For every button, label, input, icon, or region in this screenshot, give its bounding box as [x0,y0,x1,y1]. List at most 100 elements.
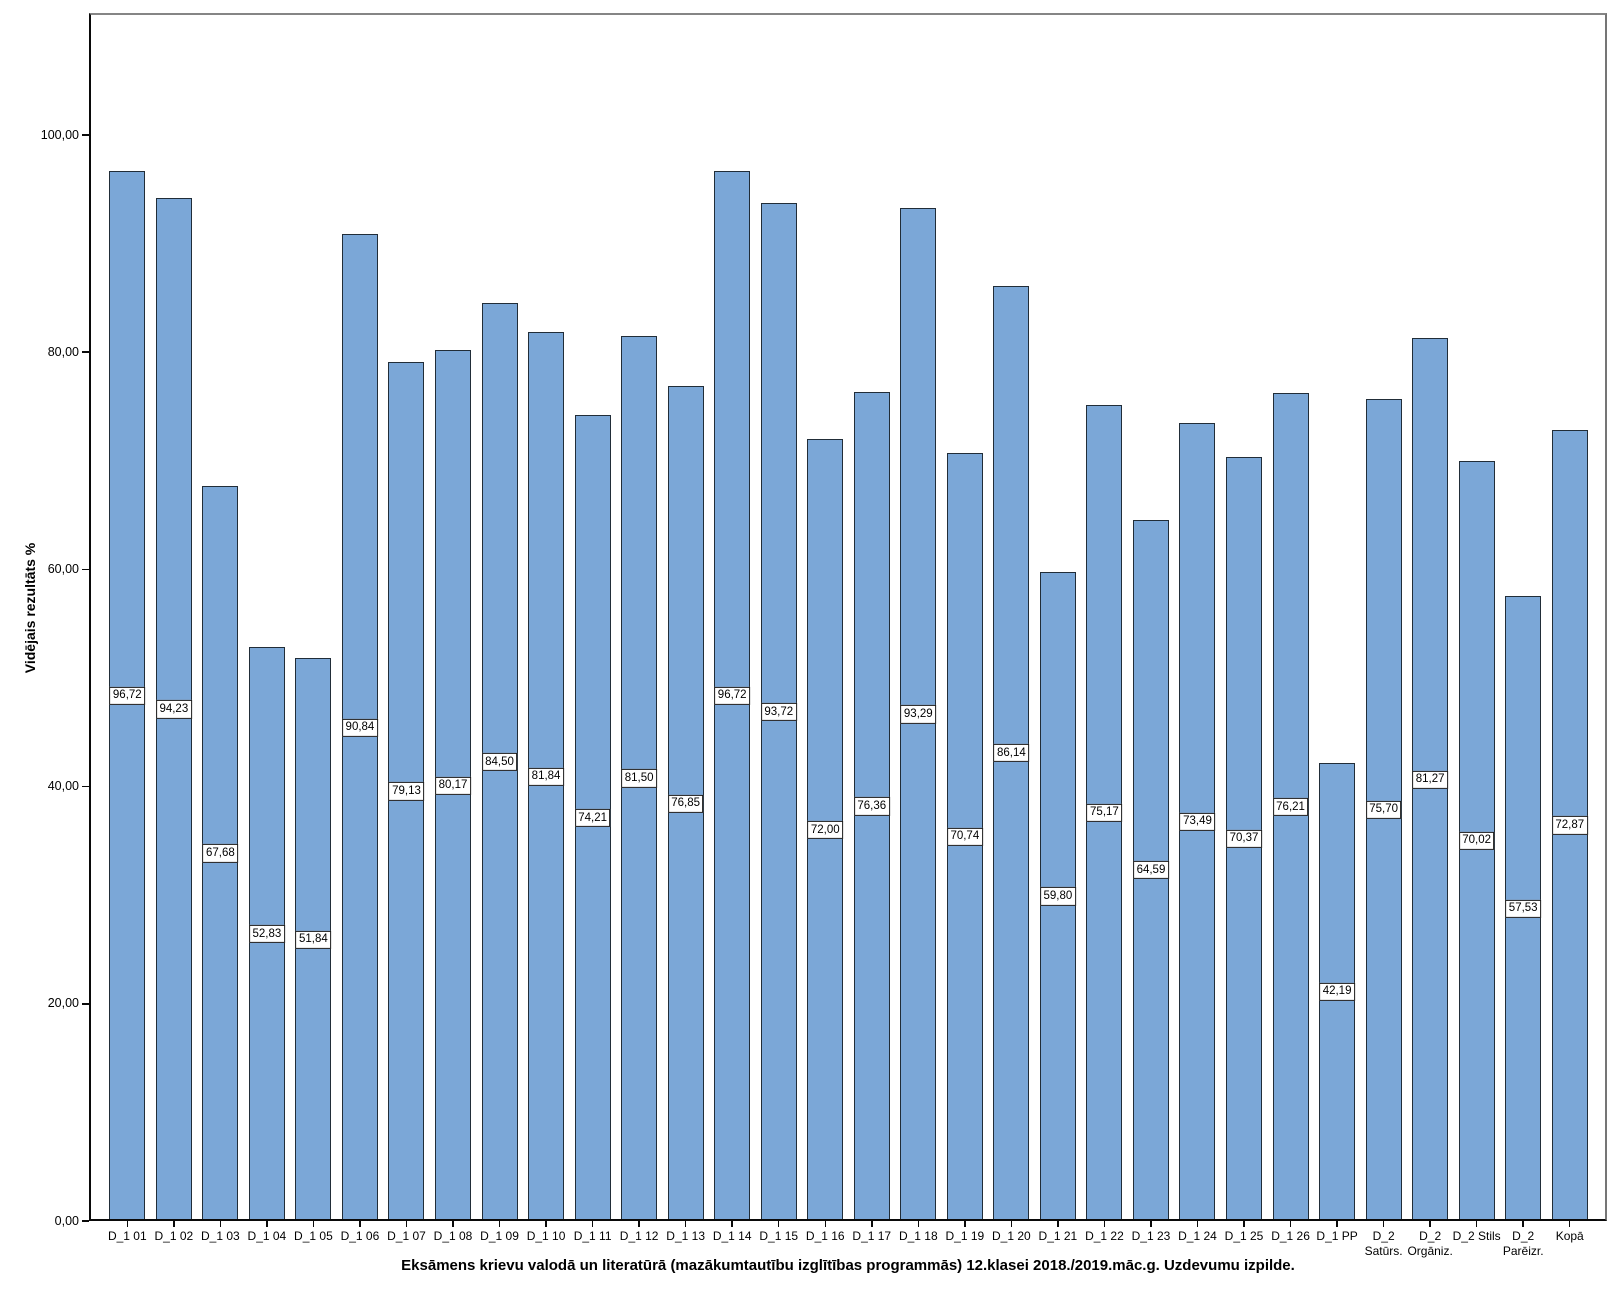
x-axis-category-label: D_1 08 [433,1229,473,1243]
x-axis-category-label: D_1 PP [1316,1229,1358,1243]
x-axis-category-label: D_1 09 [480,1229,519,1243]
x-tick-mark [964,1221,966,1227]
x-tick-mark [1289,1221,1292,1227]
bar-value-label: 70,02 [1458,831,1495,850]
x-tick-mark [312,1221,315,1227]
x-tick-mark [1103,1221,1106,1227]
bar-value-label: 93,29 [900,705,937,724]
x-tick-mark [1475,1221,1478,1227]
y-tick-label: 20,00 [47,996,79,1011]
x-axis-category-label: D_1 01 [107,1229,147,1243]
x-tick-mark [871,1221,873,1227]
x-axis-category-label: D_1 07 [387,1229,426,1243]
bar-value-label: 67,68 [202,844,239,863]
x-axis-category-label: D_1 06 [340,1229,380,1243]
x-axis-category-label: D_1 22 [1085,1229,1124,1243]
x-tick-mark [1243,1221,1245,1227]
x-axis-category-label: D_1 10 [526,1229,566,1243]
x-tick-mark [1150,1221,1152,1227]
bar-value-label: 73,49 [1179,812,1216,832]
x-axis-category-label: D_1 17 [852,1229,892,1243]
x-axis-category-label: D_1 03 [201,1229,240,1243]
x-tick-mark [1429,1221,1431,1227]
y-tick-label: 60,00 [47,561,79,576]
x-axis-category-label: Kopā [1555,1229,1584,1243]
x-axis-category-label: D_2 Stils [1452,1229,1501,1243]
x-tick-mark [1568,1221,1571,1227]
x-tick-mark [731,1221,733,1227]
x-axis-category-label: D_1 05 [294,1229,333,1243]
bar-value-label: 59,80 [1040,887,1076,906]
bar-value-label: 80,17 [435,776,471,795]
x-axis-category-label: D_1 18 [898,1229,938,1243]
x-tick-mark [452,1221,454,1227]
x-axis-category-label: D_1 11 [573,1229,612,1243]
x-tick-mark [824,1221,826,1227]
y-tick-label: 100,00 [40,127,79,142]
bar-value-label: 52,83 [248,925,285,944]
chart-title: Eksāmens krievu valodā un literatūrā (ma… [401,1257,1295,1274]
bar-value-label: 70,37 [1226,829,1262,848]
x-tick-mark [591,1221,594,1227]
x-tick-mark [684,1221,687,1227]
bar-value-label: 81,84 [528,767,564,786]
x-tick-mark [1196,1221,1199,1227]
y-tick-mark [82,1003,89,1005]
x-axis-category-label: D_1 19 [945,1229,985,1243]
y-tick-label: 80,00 [47,344,79,359]
x-axis-category-label: D_2 Parēizr. [1502,1229,1544,1258]
bar-value-label: 75,17 [1086,803,1123,822]
bar-value-label: 81,50 [621,769,658,788]
y-tick-mark [82,1220,89,1222]
y-tick-mark [82,351,89,353]
bar-value-label: 51,84 [295,930,332,949]
y-tick-mark [82,785,89,788]
x-tick-mark [1522,1221,1524,1227]
bar-value-label: 42,19 [1319,982,1355,1002]
x-axis-category-label: D_1 25 [1224,1229,1264,1243]
bar-value-label: 81,27 [1412,770,1449,789]
x-tick-mark [219,1221,222,1227]
x-tick-mark [1382,1221,1385,1227]
bar-value-label: 76,21 [1272,798,1309,817]
x-axis-category-label: D_1 26 [1271,1229,1310,1243]
x-tick-mark [545,1221,547,1227]
x-axis-category-label: D_1 23 [1131,1229,1171,1243]
bar-value-label: 86,14 [993,744,1030,763]
x-axis-category-label: D_1 13 [666,1229,706,1243]
y-tick-label: 40,00 [47,779,79,794]
x-axis-category-label: D_1 15 [759,1229,799,1243]
bar-value-label: 76,36 [853,797,890,816]
bar-value-label: 57,53 [1505,899,1542,918]
bar-value-label: 96,72 [109,686,146,705]
bar-value-label: 84,50 [481,753,518,772]
x-axis-category-label: D_2 Satūrs. [1364,1229,1403,1258]
x-axis-category-label: D_1 16 [805,1229,845,1243]
x-axis-category-label: D_1 14 [712,1229,752,1243]
x-axis-category-label: D_1 20 [992,1229,1031,1243]
y-tick-mark [82,568,89,571]
bar-value-label: 64,59 [1133,861,1169,880]
bar-value-label: 96,72 [714,686,751,705]
bar-value-label: 72,87 [1551,816,1588,835]
x-tick-mark [405,1221,408,1227]
x-tick-mark [1336,1221,1338,1227]
bar-value-label: 70,74 [946,827,983,846]
bar-value-label: 79,13 [388,782,425,801]
x-axis-category-label: D_2 Orgāniz. [1407,1229,1453,1258]
y-axis-title: Vidējais rezultāts % [22,542,38,674]
bar-value-label: 76,85 [667,794,704,813]
bar-value-label: 93,72 [760,702,797,722]
x-tick-mark [126,1221,129,1227]
x-tick-mark [638,1221,640,1227]
bar-value-label: 75,70 [1365,800,1402,820]
y-tick-mark [82,134,89,136]
x-axis-category-label: D_1 04 [247,1229,287,1243]
x-axis-category-label: D_1 24 [1178,1229,1217,1243]
y-tick-label: 0,00 [54,1213,79,1228]
bar-value-label: 74,21 [574,808,611,828]
x-tick-mark [359,1221,361,1227]
x-axis-category-label: D_1 12 [619,1229,659,1243]
